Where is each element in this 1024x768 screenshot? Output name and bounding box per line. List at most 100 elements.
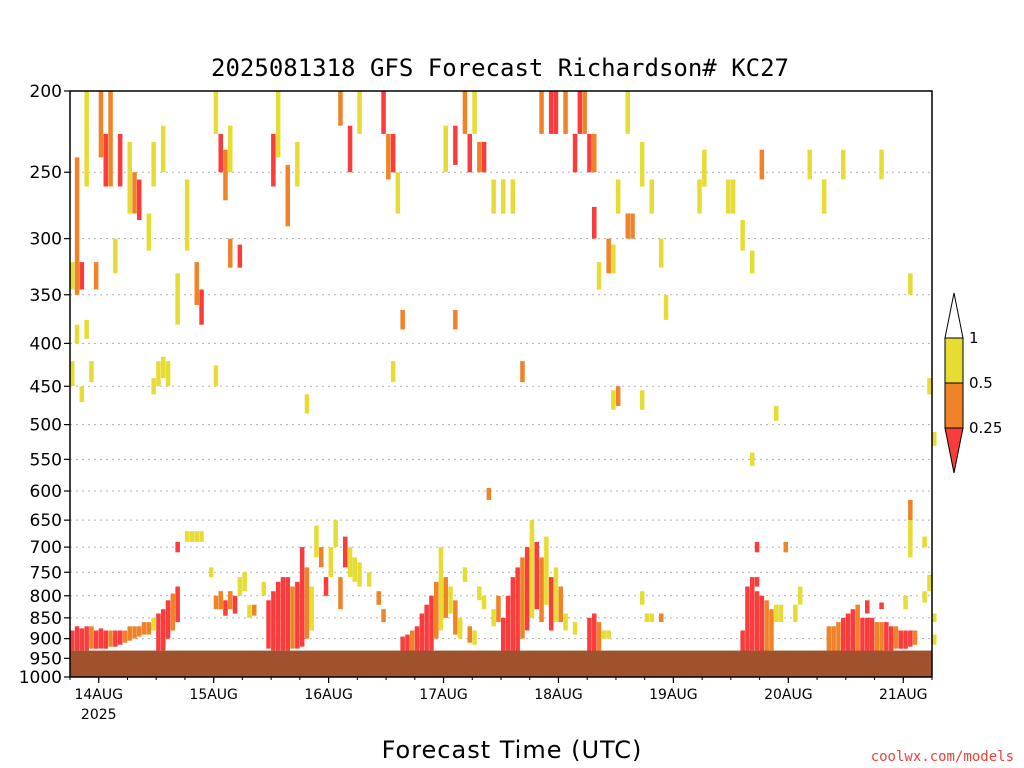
colorbar-top-arrow: [944, 292, 964, 339]
heatmap-cells: [70, 91, 937, 653]
heatmap-cell: [98, 91, 104, 158]
heatmap-cell: [639, 141, 645, 187]
heatmap-cell: [429, 595, 434, 651]
heatmap-cell: [845, 613, 851, 653]
heatmap-cell: [639, 390, 645, 410]
heatmap-cell: [908, 273, 913, 295]
heatmap-cell: [232, 595, 238, 614]
heatmap-cell: [750, 452, 755, 466]
heatmap-cell: [740, 220, 745, 251]
heatmap-cell: [548, 91, 554, 134]
heatmap-cell: [520, 557, 525, 639]
x-tick-label: 15AUG: [189, 687, 238, 703]
heatmap-cell: [529, 520, 535, 618]
heatmap-cell: [161, 125, 166, 173]
heatmap-cell: [764, 600, 769, 653]
heatmap-cell: [218, 133, 223, 173]
heatmap-cell: [553, 567, 559, 623]
heatmap-cell: [386, 133, 391, 180]
plot-frame: [69, 90, 933, 678]
heatmap-cell: [893, 626, 899, 649]
heatmap-cell: [132, 172, 137, 214]
heatmap-cell: [319, 547, 324, 568]
heatmap-cell: [352, 557, 357, 582]
heatmap-cell: [467, 626, 472, 643]
heatmap-cell: [592, 613, 597, 653]
heatmap-cell: [659, 238, 664, 268]
y-tick-label: 600: [30, 482, 62, 502]
heatmap-cell: [544, 536, 549, 605]
heatmap-cell: [347, 547, 353, 577]
heatmap-cell: [639, 591, 645, 605]
heatmap-cell: [70, 630, 75, 651]
heatmap-cell: [922, 591, 927, 603]
heatmap-cell: [759, 149, 765, 180]
colorbar-bin: [944, 337, 964, 384]
heatmap-cell: [290, 586, 295, 649]
heatmap-cell: [587, 133, 592, 173]
y-tick-label: 900: [30, 630, 62, 650]
heatmap-cell: [271, 591, 276, 651]
x-tick-label: 14AUG: [74, 687, 123, 703]
heatmap-cell: [797, 586, 803, 605]
heatmap-cell: [912, 630, 918, 645]
heatmap-cell: [745, 586, 750, 653]
heatmap-cell: [472, 630, 477, 645]
heatmap-cell: [299, 547, 305, 647]
heatmap-cell: [170, 593, 176, 631]
heatmap-cell: [208, 567, 214, 578]
heatmap-cell: [534, 541, 539, 610]
heatmap-cell: [611, 244, 616, 274]
heatmap-cell: [807, 149, 812, 180]
heatmap-cell: [453, 125, 458, 165]
heatmap-cell: [769, 609, 774, 651]
heatmap-cell: [156, 361, 161, 387]
heatmap-cell: [553, 91, 559, 134]
heatmap-cell: [821, 179, 827, 214]
heatmap-cell: [357, 562, 362, 587]
heatmap-cell: [865, 600, 870, 614]
heatmap-cell: [93, 630, 99, 649]
heatmap-cell: [424, 604, 429, 653]
heatmap-cell: [754, 541, 760, 553]
heatmap-cell: [596, 262, 602, 290]
heatmap-cell: [357, 91, 362, 134]
heatmap-cell: [132, 626, 137, 639]
heatmap-cell: [127, 141, 132, 214]
heatmap-cell: [644, 613, 650, 623]
heatmap-cell: [74, 626, 80, 651]
heatmap-cell: [649, 179, 654, 214]
heatmap-cell: [98, 628, 104, 649]
y-tick-label: 200: [30, 82, 62, 102]
heatmap-cell: [888, 626, 894, 651]
colorbar-bottom-arrow: [944, 427, 964, 474]
heatmap-cell: [400, 310, 405, 330]
heatmap-cell: [462, 567, 468, 582]
heatmap-cell: [395, 172, 401, 214]
heatmap-cell: [419, 613, 425, 653]
y-tick-label: 500: [30, 416, 62, 436]
heatmap-cell: [596, 622, 602, 651]
heatmap-cell: [539, 557, 544, 623]
heatmap-cell: [199, 289, 204, 325]
heatmap-cell: [165, 600, 171, 639]
heatmap-cell: [151, 378, 156, 395]
heatmap-cell: [606, 630, 611, 639]
heatmap-cell: [558, 586, 563, 623]
heatmap-cell: [414, 626, 420, 653]
heatmap-cell: [108, 630, 113, 647]
heatmap-cell: [472, 91, 477, 134]
heatmap-cell: [175, 586, 180, 623]
heatmap-cell: [237, 577, 243, 596]
heatmap-cell: [113, 238, 118, 274]
heatmap-cell: [477, 586, 482, 601]
heatmap-cell: [405, 634, 410, 653]
heatmap-cell: [750, 577, 755, 651]
heatmap-cell: [146, 622, 152, 635]
heatmap-cell: [496, 595, 501, 623]
y-axis: 200 250 300 350 400 450 500 550 600 650 700 750 8008…: [19, 82, 70, 688]
y-tick-label: 250: [30, 163, 62, 183]
heatmap-cell: [831, 626, 836, 653]
y-tick-label: 450: [30, 377, 62, 397]
